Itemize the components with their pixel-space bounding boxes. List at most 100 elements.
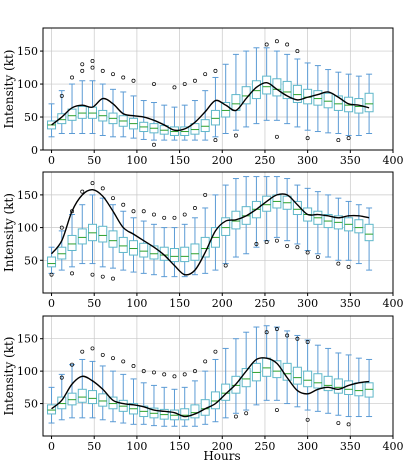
outlier-point <box>152 370 156 375</box>
outlier-point <box>203 72 208 77</box>
x-tick-label: 300 <box>297 440 318 453</box>
box <box>98 225 108 243</box>
box <box>221 217 231 236</box>
box <box>149 245 159 260</box>
box <box>77 105 87 119</box>
outlier-point <box>285 243 290 248</box>
box <box>159 246 169 261</box>
outlier-point <box>100 352 105 357</box>
outlier-point <box>285 42 290 47</box>
box <box>241 86 251 105</box>
outlier-point <box>213 138 218 143</box>
x-tick-label: 150 <box>169 297 190 310</box>
x-tick-label: 100 <box>126 297 147 310</box>
outlier-point <box>121 202 126 207</box>
outlier-point <box>233 414 238 419</box>
outlier-point <box>152 142 156 147</box>
box <box>323 92 333 109</box>
x-tick-label: 250 <box>254 154 275 167</box>
box <box>262 357 272 377</box>
outlier-point <box>59 375 64 380</box>
box <box>292 366 302 385</box>
box <box>221 383 231 401</box>
y-axis-title: Intensity (kt) <box>2 337 16 416</box>
x-tick-label: 400 <box>383 154 404 167</box>
plot-frame <box>42 315 394 437</box>
box <box>364 92 374 113</box>
box <box>67 108 77 121</box>
outlier-point <box>182 372 187 377</box>
outlier-point <box>336 138 341 143</box>
box <box>47 404 57 415</box>
box <box>262 75 272 95</box>
outlier-point <box>111 356 115 361</box>
box <box>88 390 98 405</box>
outlier-point <box>111 196 115 201</box>
chart-panel-3: 0 50 100 150 200 250 300 350 40050100150Intensit… <box>2 315 404 453</box>
outlier-point <box>305 339 310 344</box>
x-tick-label: 400 <box>383 440 404 453</box>
outlier-point <box>121 359 126 364</box>
outlier-point <box>285 333 290 338</box>
box <box>323 375 333 392</box>
outlier-point <box>152 212 156 217</box>
outlier-point <box>131 363 136 368</box>
box <box>364 223 374 242</box>
outlier-point <box>59 93 64 98</box>
outlier-point <box>100 68 105 73</box>
y-tick-label: 50 <box>24 254 38 267</box>
x-tick-label: 50 <box>87 297 101 310</box>
outlier-point <box>264 330 269 335</box>
box <box>303 370 313 388</box>
y-tick-label: 0 <box>31 144 38 157</box>
outlier-point <box>162 372 167 377</box>
x-tick-label: 0 <box>48 154 55 167</box>
box <box>180 246 190 263</box>
x-tick-label: 250 <box>254 440 275 453</box>
box <box>180 408 190 421</box>
outlier-point <box>264 42 269 47</box>
outlier-point <box>274 408 279 413</box>
outlier-point <box>90 346 95 351</box>
outlier-point <box>121 75 126 80</box>
series-line <box>50 188 370 276</box>
x-tick-label: 400 <box>383 297 404 310</box>
chart-panel-1: 0 50 100 150 200 250 300 350 400050100150Intensi… <box>2 27 404 167</box>
outlier-point <box>254 241 259 246</box>
outlier-point <box>346 422 351 427</box>
outlier-point <box>182 212 187 217</box>
outlier-point <box>233 133 238 138</box>
plot-frame <box>42 27 394 151</box>
box <box>344 380 354 395</box>
x-tick-label: 350 <box>340 154 361 167</box>
chart-panel-2: 0 50 100 150 200 250 300 350 40050100150Intensit… <box>2 171 404 310</box>
outlier-point <box>80 62 85 67</box>
y-tick-label: 50 <box>24 398 38 411</box>
x-tick-label: 250 <box>254 297 275 310</box>
y-tick-label: 150 <box>17 333 38 346</box>
box <box>67 392 77 406</box>
x-tick-label: 100 <box>126 154 147 167</box>
box <box>98 393 108 407</box>
outlier-point <box>70 75 74 80</box>
y-tick-label: 150 <box>17 45 38 58</box>
x-tick-label: 50 <box>87 154 101 167</box>
box <box>190 243 200 261</box>
x-tick-label: 50 <box>87 440 101 453</box>
outlier-point <box>346 264 351 269</box>
x-tick-label: 300 <box>297 154 318 167</box>
outlier-point <box>90 65 95 70</box>
x-tick-label: 0 <box>48 440 55 453</box>
outlier-point <box>315 255 320 259</box>
outlier-point <box>172 374 177 379</box>
box <box>251 80 261 100</box>
outlier-point <box>80 189 85 194</box>
outlier-point <box>213 68 218 73</box>
outlier-point <box>172 85 177 90</box>
box <box>108 230 118 248</box>
outlier-point <box>131 209 136 214</box>
outlier-point <box>336 261 341 266</box>
outlier-point <box>59 225 64 230</box>
x-tick-label: 200 <box>212 297 233 310</box>
